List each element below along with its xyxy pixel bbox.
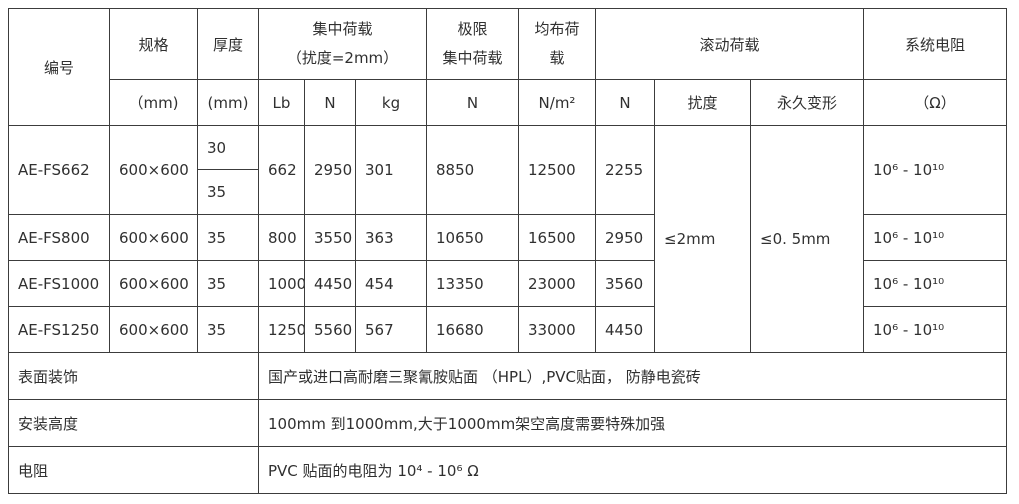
distributed-cell: 16500: [518, 214, 596, 261]
kg-cell: 567: [355, 306, 427, 353]
header-id: 编号: [8, 8, 110, 126]
header-distributed-label: 均布荷载: [534, 19, 580, 67]
lb-cell: 800: [258, 214, 305, 261]
header-rolling-load: 滚动荷载: [595, 8, 864, 80]
header-thickness: 厚度: [197, 8, 259, 80]
rolling-n-cell: 2255: [595, 125, 655, 215]
unit-thickness-mm: (mm): [197, 79, 259, 126]
header-row-2: （mm) (mm) Lb N kg N N/m² N 扰度 永久变形 （Ω）: [9, 79, 1007, 126]
rolling-n-cell: 2950: [595, 214, 655, 261]
thickness-cell: 35: [197, 214, 259, 261]
n-cell: 4450: [304, 260, 356, 307]
header-ultimate-line2: 集中荷载: [442, 49, 503, 67]
header-system-resistance: 系统电阻: [863, 8, 1007, 80]
subheader-permanent-deformation: 永久变形: [750, 79, 864, 126]
footer-row-height: 安装高度 100mm 到1000mm,大于1000mm架空高度需要特殊加强: [8, 399, 1007, 447]
model-cell: AE-FS1250: [8, 306, 110, 353]
n-cell: 5560: [304, 306, 356, 353]
rolling-deflection-cell: ≤2mm: [654, 125, 751, 353]
model-cell: AE-FS1000: [8, 260, 110, 307]
header-ultimate-load: 极限 集中荷载: [426, 8, 519, 80]
table-row-fs1000: AE-FS1000 600×600 35 1000 4450 454 13350…: [8, 260, 1007, 307]
lb-cell: 662: [258, 125, 305, 215]
kg-cell: 363: [355, 214, 427, 261]
lb-cell: 1000: [258, 260, 305, 307]
unit-spec-mm: （mm): [109, 79, 198, 126]
rolling-n-cell: 4450: [595, 306, 655, 353]
table-row-fs662-b: 35: [9, 169, 1007, 215]
thickness-cell: 35: [197, 306, 259, 353]
resistance-cell: 10⁶ - 10¹⁰: [863, 125, 1007, 215]
table-row-fs662-a: AE-FS662 600×600 30 662 2950 301 8850 12…: [8, 125, 1007, 353]
header-ultimate-line1: 极限: [457, 19, 488, 38]
header-distributed-load: 均布荷载: [518, 8, 596, 80]
thickness-cell: 35: [197, 169, 259, 215]
n-cell: 3550: [304, 214, 356, 261]
rolling-n-cell: 3560: [595, 260, 655, 307]
ultimate-cell: 10650: [426, 214, 519, 261]
n-cell: 2950: [304, 125, 356, 215]
product-spec-table: 编号 规格 厚度 集中荷载 （扰度=2mm） 极限 集中荷载 均布荷载 滚动荷载…: [8, 8, 1007, 494]
table-row-fs800: AE-FS800 600×600 35 800 3550 363 10650 1…: [8, 214, 1007, 261]
header-row-1: 编号 规格 厚度 集中荷载 （扰度=2mm） 极限 集中荷载 均布荷载 滚动荷载…: [8, 8, 1007, 126]
header-spec: 规格: [109, 8, 198, 80]
table-row-fs1250: AE-FS1250 600×600 35 1250 5560 567 16680…: [8, 306, 1007, 353]
unit-resistance-ohm: （Ω）: [863, 79, 1007, 126]
footer-value-height: 100mm 到1000mm,大于1000mm架空高度需要特殊加强: [258, 399, 1007, 447]
footer-label-height: 安装高度: [8, 399, 259, 447]
header-concentrated-load: 集中荷载 （扰度=2mm）: [258, 8, 427, 80]
footer-row-surface: 表面装饰 国产或进口高耐磨三聚氰胺贴面 （HPL）,PVC贴面， 防静电瓷砖: [8, 352, 1007, 400]
footer-label-resistance: 电阻: [8, 446, 259, 494]
resistance-cell: 10⁶ - 10¹⁰: [863, 214, 1007, 261]
footer-value-resistance: PVC 贴面的电阻为 10⁴ - 10⁶ Ω: [258, 446, 1007, 494]
lb-cell: 1250: [258, 306, 305, 353]
footer-value-surface: 国产或进口高耐磨三聚氰胺贴面 （HPL）,PVC贴面， 防静电瓷砖: [258, 352, 1007, 400]
distributed-cell: 23000: [518, 260, 596, 307]
unit-distributed-nm2: N/m²: [518, 79, 596, 126]
rolling-permanent-cell: ≤0. 5mm: [750, 125, 864, 353]
thickness-cell: 30: [197, 125, 259, 170]
footer-label-surface: 表面装饰: [8, 352, 259, 400]
kg-cell: 301: [355, 125, 427, 215]
subheader-deflection: 扰度: [654, 79, 751, 126]
spec-cell: 600×600: [109, 306, 198, 353]
unit-ultimate-n: N: [426, 79, 519, 126]
unit-kg: kg: [355, 79, 427, 126]
header-concentrated-line1: 集中荷载: [312, 19, 373, 38]
unit-n: N: [304, 79, 356, 126]
unit-rolling-n: N: [595, 79, 655, 126]
spec-cell: 600×600: [109, 214, 198, 261]
footer-row-resistance: 电阻 PVC 贴面的电阻为 10⁴ - 10⁶ Ω: [8, 446, 1007, 494]
model-cell: AE-FS662: [8, 125, 110, 215]
header-concentrated-line2: （扰度=2mm）: [286, 49, 399, 67]
spec-cell: 600×600: [109, 125, 198, 215]
spec-cell: 600×600: [109, 260, 198, 307]
ultimate-cell: 16680: [426, 306, 519, 353]
model-cell: AE-FS800: [8, 214, 110, 261]
unit-lb: Lb: [258, 79, 305, 126]
resistance-cell: 10⁶ - 10¹⁰: [863, 306, 1007, 353]
distributed-cell: 33000: [518, 306, 596, 353]
resistance-cell: 10⁶ - 10¹⁰: [863, 260, 1007, 307]
ultimate-cell: 8850: [426, 125, 519, 215]
kg-cell: 454: [355, 260, 427, 307]
distributed-cell: 12500: [518, 125, 596, 215]
thickness-cell: 35: [197, 260, 259, 307]
ultimate-cell: 13350: [426, 260, 519, 307]
